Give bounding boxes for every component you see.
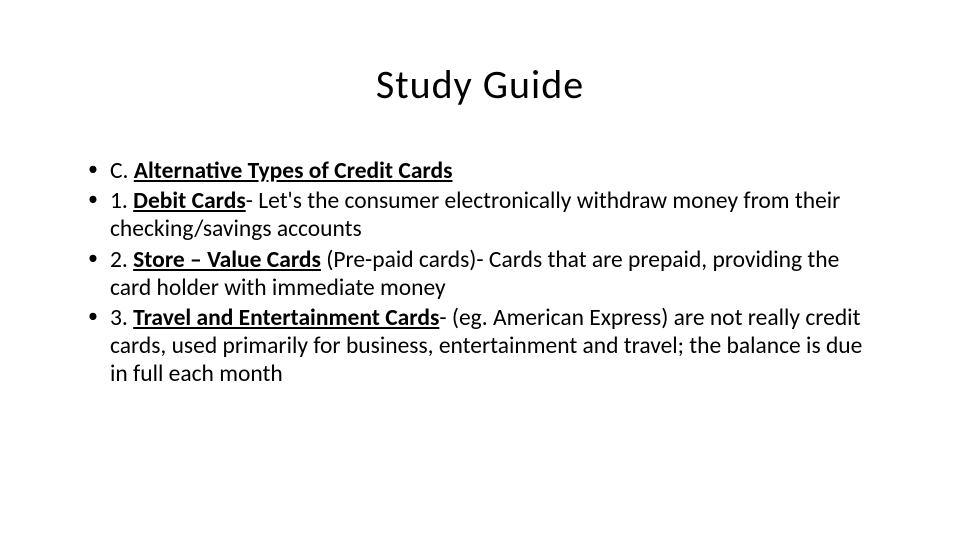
bullet-list: C. Alternative Types of Credit Cards 1. …	[80, 157, 880, 389]
item-term: Travel and Entertainment Cards	[133, 304, 439, 332]
page-title: Study Guide	[80, 60, 880, 109]
list-item: 1. Debit Cards- Let's the consumer elect…	[80, 187, 880, 243]
item-prefix: 3.	[110, 304, 133, 332]
item-term: Debit Cards	[133, 187, 246, 215]
item-prefix: C.	[110, 157, 134, 185]
list-item: 2. Store – Value Cards (Pre-paid cards)-…	[80, 246, 880, 302]
item-term: Store – Value Cards	[133, 246, 321, 274]
list-item: 3. Travel and Entertainment Cards- (eg. …	[80, 304, 880, 389]
item-prefix: 1.	[110, 187, 133, 215]
item-term: Alternative Types of Credit Cards	[134, 157, 453, 185]
list-item: C. Alternative Types of Credit Cards	[80, 157, 880, 185]
item-prefix: 2.	[110, 246, 133, 274]
